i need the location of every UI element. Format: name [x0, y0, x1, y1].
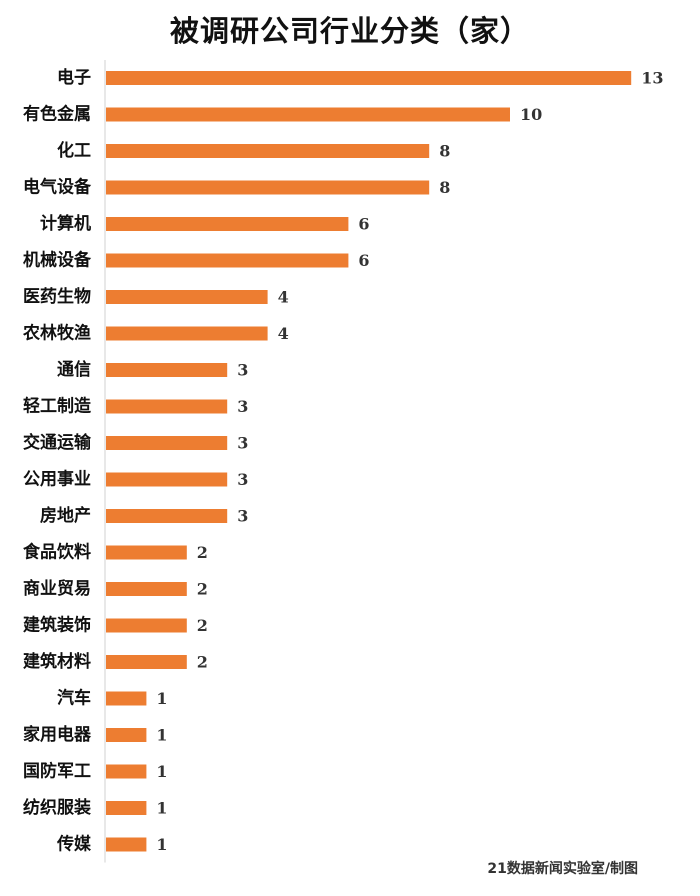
- data-label: 3: [237, 507, 248, 526]
- bar: [106, 363, 228, 377]
- category-label: 商业贸易: [23, 578, 91, 599]
- bar: [106, 144, 430, 158]
- category-label: 建筑材料: [23, 651, 91, 672]
- category-label: 交通运输: [23, 432, 92, 453]
- category-label: 电气设备: [23, 177, 92, 198]
- bar: [106, 655, 187, 669]
- category-label: 农林牧渔: [22, 323, 91, 344]
- bar: [106, 764, 147, 779]
- data-label: 2: [197, 616, 208, 635]
- category-label: 化工: [57, 140, 91, 161]
- bar: [106, 472, 228, 487]
- data-label: 6: [358, 251, 369, 270]
- data-label: 8: [439, 142, 450, 161]
- data-label: 2: [197, 580, 208, 599]
- bar: [106, 180, 430, 195]
- category-label: 传媒: [56, 834, 92, 855]
- data-label: 2: [197, 543, 208, 562]
- category-label: 医药生物: [23, 286, 91, 307]
- data-label: 10: [520, 105, 542, 124]
- data-label: 1: [156, 799, 167, 818]
- data-label: 3: [237, 397, 248, 416]
- bar: [106, 253, 349, 268]
- bar: [106, 837, 147, 852]
- data-label: 4: [278, 288, 289, 307]
- bar: [106, 582, 187, 596]
- chart-title: 被调研公司行业分类（家）: [169, 14, 530, 48]
- bar: [106, 399, 228, 414]
- data-label: 3: [237, 434, 248, 453]
- bar: [106, 107, 510, 122]
- bar: [106, 436, 228, 450]
- data-label: 1: [156, 726, 167, 745]
- category-label: 机械设备: [23, 250, 92, 271]
- bar: [106, 801, 147, 815]
- bar: [106, 691, 147, 706]
- bar: [106, 509, 228, 523]
- category-label: 计算机: [40, 213, 91, 234]
- bar: [106, 290, 268, 304]
- data-label: 1: [156, 835, 167, 854]
- data-label: 13: [641, 69, 663, 88]
- data-label: 6: [358, 215, 369, 234]
- data-label: 2: [197, 653, 208, 672]
- category-label: 纺织服装: [23, 797, 91, 818]
- category-label: 通信: [57, 359, 91, 380]
- category-label: 房地产: [40, 505, 91, 526]
- data-label: 1: [156, 689, 167, 708]
- credit-text: 21数据新闻实验室/制图: [487, 861, 638, 877]
- bar: [106, 217, 349, 231]
- data-label: 8: [439, 178, 450, 197]
- data-label: 3: [237, 361, 248, 380]
- category-label: 汽车: [57, 688, 91, 709]
- bar: [106, 728, 147, 742]
- category-label: 家用电器: [23, 724, 92, 745]
- bar: [106, 545, 187, 560]
- category-label: 国防军工: [23, 761, 91, 782]
- data-label: 3: [237, 470, 248, 489]
- category-label: 公用事业: [23, 470, 91, 490]
- category-label: 有色金属: [23, 104, 91, 125]
- category-label: 食品饮料: [23, 542, 91, 563]
- data-label: 1: [156, 762, 167, 781]
- category-label: 轻工制造: [23, 396, 92, 417]
- category-label: 电子: [57, 67, 91, 88]
- bar: [106, 618, 187, 633]
- data-label: 4: [278, 324, 289, 343]
- bar: [106, 326, 268, 341]
- bar: [106, 71, 632, 85]
- category-label: 建筑装饰: [23, 615, 91, 636]
